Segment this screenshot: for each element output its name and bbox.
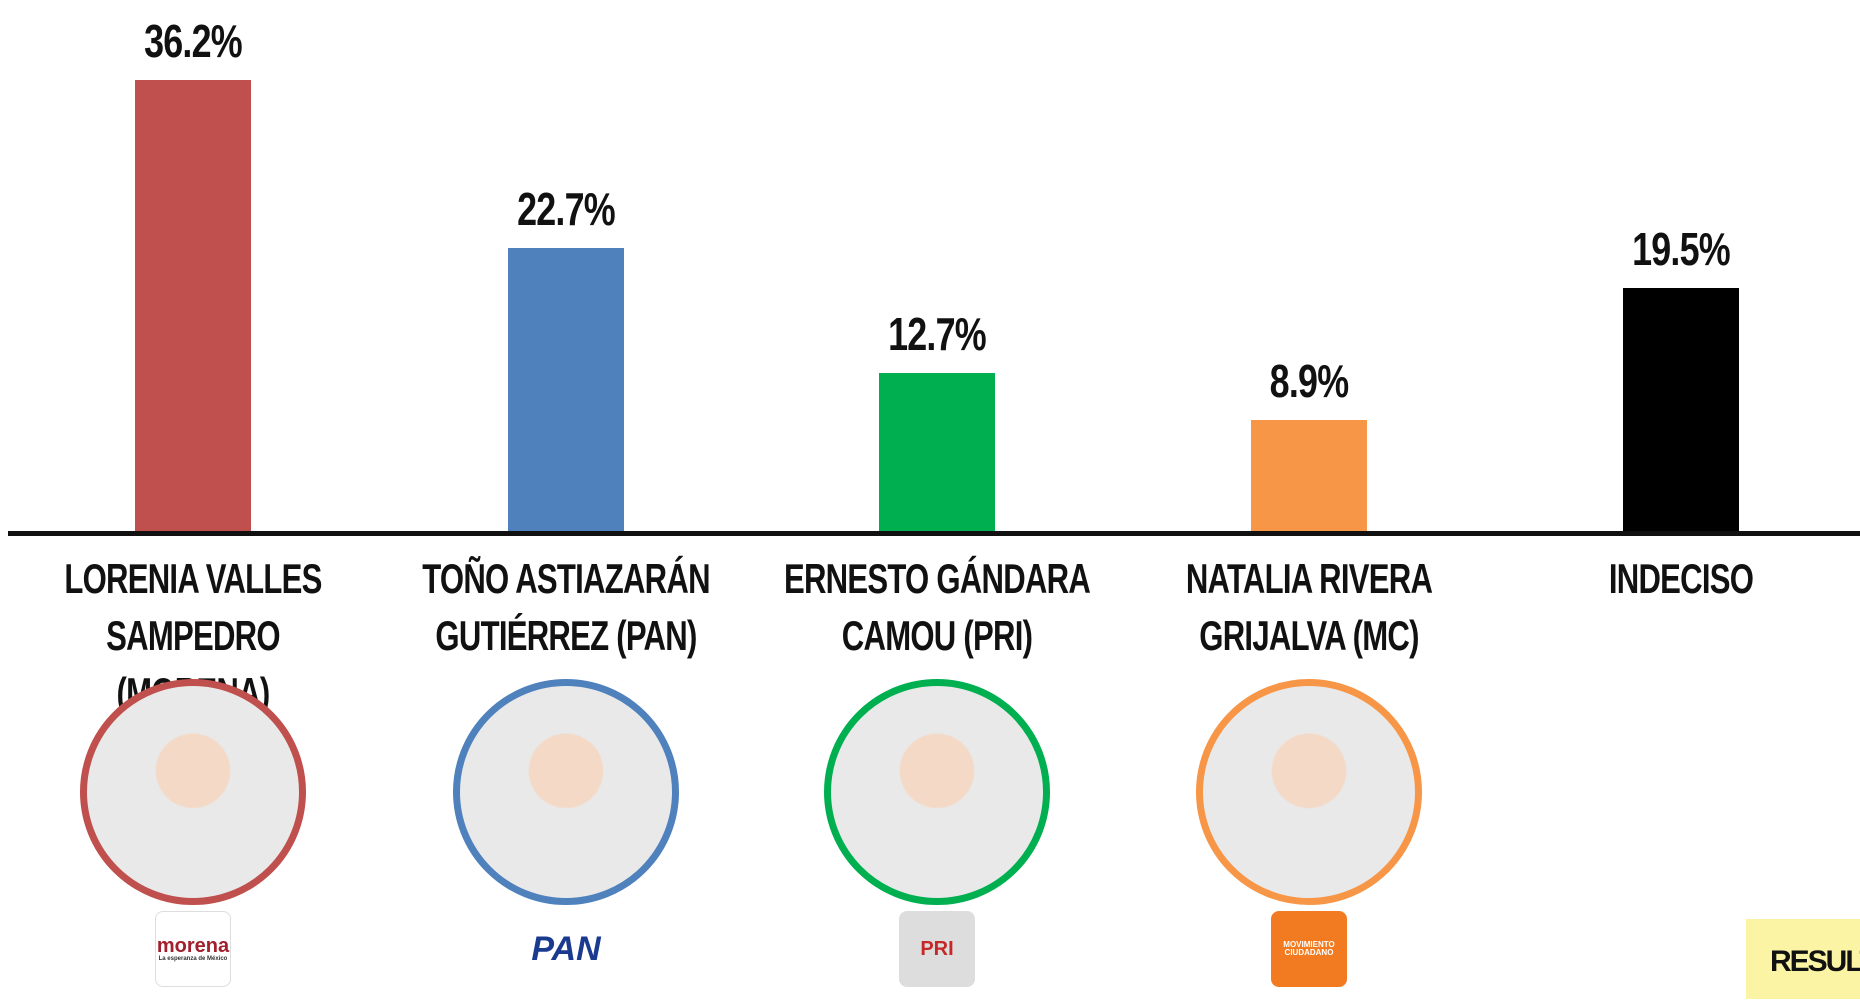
party-logo: PAN [528,911,604,987]
value-label: 8.9% [1215,358,1402,404]
logo-text: morena [157,936,229,956]
bar [508,248,624,531]
party-logo: MOVIMIENTO CIUDADANO [1271,911,1347,987]
page: RESULTAD (() => { const data = JSON.pars… [0,0,1860,987]
category-label: NATALIA RIVERA GRIJALVA (MC) [1146,550,1472,664]
bar [1251,420,1367,531]
axis-line [8,531,1860,536]
badge: RESULTAD [1746,919,1860,999]
candidate-photo [80,679,306,905]
value-label: 36.2% [99,18,286,64]
logo-text: MOVIMIENTO CIUDADANO [1271,941,1347,957]
logo-text: PRI [920,939,953,959]
bar [135,80,251,531]
category-label: TOÑO ASTIAZARÁN GUTIÉRREZ (PAN) [403,550,729,664]
candidate-photo [1196,679,1422,905]
value-label: 19.5% [1587,226,1774,272]
candidate-photo [453,679,679,905]
value-label: 12.7% [843,311,1030,357]
value-label: 22.7% [472,186,659,232]
party-logo: PRI [899,911,975,987]
category-label: INDECISO [1518,550,1844,607]
bar [1623,288,1739,531]
logo-text: PAN [531,932,600,966]
category-label: ERNESTO GÁNDARA CAMOU (PRI) [774,550,1100,664]
bar [879,373,995,531]
logo-subtitle: La esperanza de México [159,956,228,962]
candidate-photo [824,679,1050,905]
